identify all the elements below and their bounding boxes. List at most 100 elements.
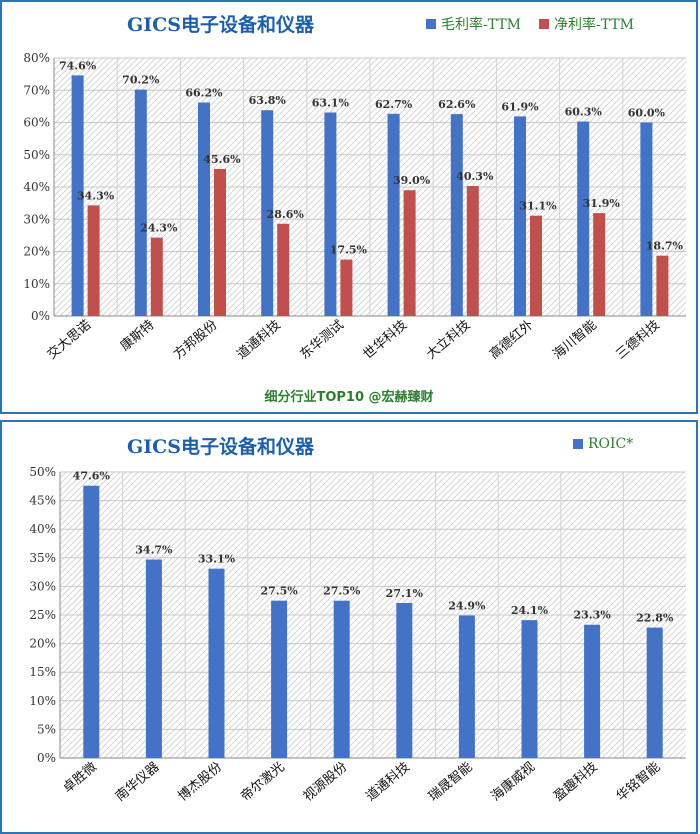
- bar: [150, 237, 163, 316]
- bar: [458, 615, 475, 758]
- data-label: 45.6%: [203, 153, 241, 166]
- data-label: 47.6%: [73, 470, 111, 483]
- x-tick-label: 卓胜微: [60, 760, 100, 797]
- data-label: 74.6%: [59, 59, 97, 72]
- legend-swatch: [573, 439, 583, 449]
- bar: [83, 485, 100, 758]
- y-tick-label: 80%: [23, 51, 50, 65]
- chart-panel-roic: GICS电子设备和仪器 ROIC* 0% 5% 10% 15% 20% 25% 30% 35%…: [0, 420, 698, 834]
- bar: [261, 110, 274, 317]
- y-tick-label: 50%: [23, 148, 50, 162]
- y-tick-label: 40%: [23, 180, 50, 194]
- x-tick-label: 三德科技: [613, 318, 662, 363]
- legend-label: ROIC*: [588, 436, 634, 452]
- data-label: 63.1%: [312, 97, 350, 110]
- bar: [340, 259, 353, 316]
- chart-title: GICS电子设备和仪器: [127, 436, 314, 458]
- chart-panel-margins: GICS电子设备和仪器 毛利率-TTM 净利率-TTM 0% 10% 20% 30% 4…: [0, 0, 698, 414]
- data-label: 33.1%: [198, 553, 236, 566]
- y-tick-label: 30%: [23, 212, 50, 226]
- legend-swatch: [539, 19, 550, 29]
- bar: [396, 602, 413, 758]
- data-label: 23.3%: [573, 609, 611, 622]
- y-tick-label: 5%: [37, 722, 56, 736]
- bar: [577, 121, 590, 316]
- chart-legend: ROIC*: [573, 436, 651, 452]
- x-tick-label: 世华科技: [361, 318, 410, 363]
- data-label: 62.6%: [438, 98, 476, 111]
- y-tick-label: 20%: [23, 245, 50, 259]
- data-label: 22.8%: [636, 612, 674, 625]
- data-label: 28.6%: [267, 208, 305, 221]
- y-tick-label: 40%: [29, 522, 56, 536]
- x-tick-label: 海川智能: [550, 318, 599, 363]
- x-tick-label: 康斯特: [117, 317, 157, 354]
- data-label: 17.5%: [330, 244, 368, 257]
- y-tick-label: 45%: [29, 494, 56, 508]
- bar: [530, 215, 542, 316]
- bar: [71, 75, 84, 316]
- data-label: 70.2%: [122, 74, 160, 87]
- x-tick-label: 博杰股份: [176, 760, 225, 805]
- x-tick-label: 道通科技: [234, 318, 283, 363]
- bar: [646, 627, 663, 758]
- bar: [271, 600, 288, 758]
- bar: [198, 102, 210, 316]
- bar: [214, 168, 226, 316]
- data-label: 63.8%: [249, 94, 287, 107]
- data-label: 24.3%: [140, 222, 178, 235]
- data-label: 18.7%: [646, 240, 684, 253]
- y-tick-label: 0%: [31, 309, 50, 323]
- x-tick-label: 瑞晟智能: [426, 760, 475, 805]
- y-tick-label: 20%: [29, 637, 56, 651]
- data-label: 24.1%: [511, 604, 549, 617]
- bar: [387, 113, 400, 316]
- bar: [466, 186, 479, 316]
- data-label: 60.0%: [628, 107, 666, 120]
- data-label: 62.7%: [375, 98, 413, 111]
- x-tick-label: 道通科技: [363, 760, 412, 805]
- x-tick-label: 方邦股份: [170, 317, 220, 363]
- legend-label: 净利率-TTM: [554, 17, 635, 33]
- bar: [514, 116, 526, 316]
- data-label: 34.3%: [77, 189, 115, 202]
- data-label: 27.5%: [323, 585, 361, 598]
- x-tick-label: 华铭智能: [614, 760, 663, 805]
- x-tick-label: 视源股份: [301, 760, 350, 805]
- data-label: 34.7%: [135, 544, 173, 557]
- bar: [333, 600, 350, 758]
- data-label: 40.3%: [456, 170, 494, 183]
- data-label: 39.0%: [393, 174, 431, 187]
- x-tick-label: 高德红外: [486, 317, 536, 363]
- chart-footer: 细分行业TOP10 @宏赫臻财: [264, 390, 434, 405]
- y-tick-label: 30%: [29, 579, 56, 593]
- bar: [584, 624, 601, 758]
- y-tick-label: 10%: [23, 277, 50, 291]
- y-tick-label: 10%: [29, 694, 56, 708]
- bar: [403, 190, 416, 316]
- data-label: 61.9%: [501, 100, 539, 113]
- x-tick-label: 盈趣科技: [551, 760, 600, 805]
- x-tick-label: 大立科技: [424, 318, 473, 363]
- data-label: 24.9%: [448, 600, 486, 613]
- bar: [640, 122, 653, 316]
- bar: [277, 223, 290, 316]
- chart-legend: 毛利率-TTM 净利率-TTM: [426, 14, 652, 34]
- chart-title: GICS电子设备和仪器: [127, 14, 314, 36]
- y-tick-label: 0%: [37, 751, 56, 765]
- data-label: 27.5%: [260, 585, 298, 598]
- y-tick-label: 50%: [29, 465, 56, 479]
- data-label: 66.2%: [185, 87, 223, 100]
- y-tick-label: 25%: [29, 608, 56, 622]
- x-tick-label: 海康威视: [488, 759, 538, 805]
- legend-item-net-margin: 净利率-TTM: [539, 14, 634, 34]
- legend-item-gross-margin: 毛利率-TTM: [426, 14, 521, 34]
- margin-bar-chart: 0% 10% 20% 30% 40% 50% 60% 70% 80% 74.6% 34.3% 交大思诺…: [23, 51, 686, 363]
- legend-label: 毛利率-TTM: [441, 17, 522, 33]
- roic-bar-chart: 0% 5% 10% 15% 20% 25% 30% 35% 40% 45% 50% 47.6% 卓胜微 3…: [29, 465, 686, 805]
- x-tick-label: 交大思诺: [44, 317, 94, 363]
- bar: [145, 559, 162, 758]
- x-tick-label: 南华仪器: [112, 759, 162, 805]
- data-label: 31.1%: [519, 200, 557, 213]
- bar: [656, 255, 669, 316]
